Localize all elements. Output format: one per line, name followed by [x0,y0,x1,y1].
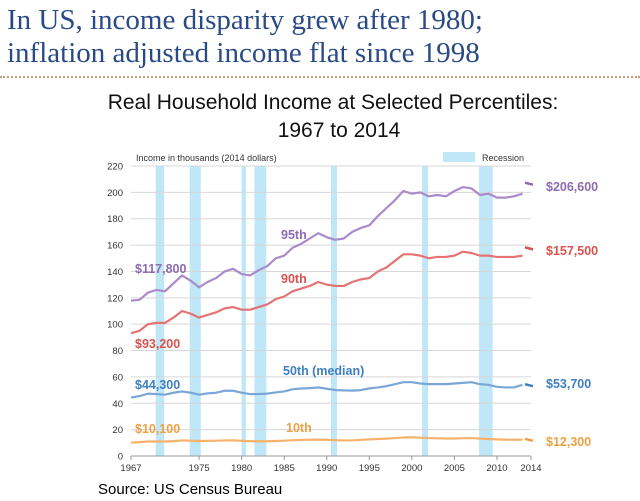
series-line-1 [130,250,523,335]
axes: 0 20 40 60 80 100 120 140 160 180 200 220 1967 1975 19… [107,162,541,475]
end-value-label: $206,600 [546,180,598,194]
end-marker-1 [524,246,534,251]
y-tick-label: 100 [107,320,123,331]
series-name-label: 10th [286,421,312,435]
y-tick-label: 180 [107,214,123,225]
start-value-label: $10,100 [135,422,180,436]
y-tick-label: 60 [112,372,123,383]
start-value-label: $44,300 [135,378,180,392]
x-tick-label: 1995 [359,463,380,474]
end-marker-0 [524,181,534,186]
x-tick-label: 1990 [316,463,337,474]
y-tick-label: 0 [118,452,123,463]
slide-title: In US, income disparity grew after 1980;… [7,4,637,70]
end-value-label: $12,300 [546,435,591,449]
y-axis-label: Income in thousands (2014 dollars) [136,153,277,163]
chart-title: Real Household Income at Selected Percen… [108,91,559,114]
x-tick-label: 2014 [520,463,541,474]
y-tick-label: 140 [107,267,123,278]
recession-band-0 [155,166,165,456]
y-tick-label: 40 [112,399,123,410]
slide-title-line-2: inflation adjusted income flat since 199… [7,37,480,69]
chart-subtitle: 1967 to 2014 [278,119,401,142]
series-lines [130,181,534,444]
series-name-label: 95th [281,228,307,242]
recession-band-5 [422,166,429,456]
y-tick-label: 220 [107,162,123,173]
series-name-label: 90th [281,272,307,286]
end-value-label: $157,500 [546,244,598,258]
x-tick-label: 2005 [444,463,465,474]
source-note: Source: US Census Bureau [98,481,283,498]
end-marker-3 [524,437,534,442]
recession-bands [155,166,493,456]
start-value-label: $117,800 [135,262,186,276]
recession-band-3 [254,166,267,456]
y-tick-label: 20 [112,425,123,436]
title-divider [0,76,640,78]
slide-title-line-1: In US, income disparity grew after 1980; [7,4,483,36]
recession-band-2 [241,166,246,456]
x-tick-label: 1975 [189,463,210,474]
legend-label: Recession [482,153,524,163]
x-tick-label: 1967 [120,463,141,474]
y-tick-label: 200 [107,188,123,199]
x-tick-label: 2010 [486,463,507,474]
series-line-2 [130,381,523,399]
income-chart: 0 20 40 60 80 100 120 140 160 180 200 220 1967 1975 19… [107,91,598,475]
y-tick-label: 120 [107,293,123,304]
x-tick-label: 1980 [231,463,252,474]
recession-band-4 [331,166,337,456]
end-marker-2 [524,383,534,388]
y-tick-label: 160 [107,241,123,252]
x-tick-label: 2000 [401,463,422,474]
y-tick-label: 80 [112,346,123,357]
x-tick-label: 1985 [274,463,295,474]
end-value-label: $53,700 [546,377,591,391]
series-line-3 [130,436,523,444]
legend-swatch [443,152,475,162]
recession-band-6 [479,166,493,456]
gridlines [131,165,531,431]
start-value-label: $93,200 [135,337,180,351]
recession-band-1 [189,166,201,456]
series-line-0 [130,185,523,302]
annotations: $117,800 95th $206,600 $93,200 90th $157,500 $… [135,180,598,449]
series-name-label: 50th (median) [283,364,364,378]
